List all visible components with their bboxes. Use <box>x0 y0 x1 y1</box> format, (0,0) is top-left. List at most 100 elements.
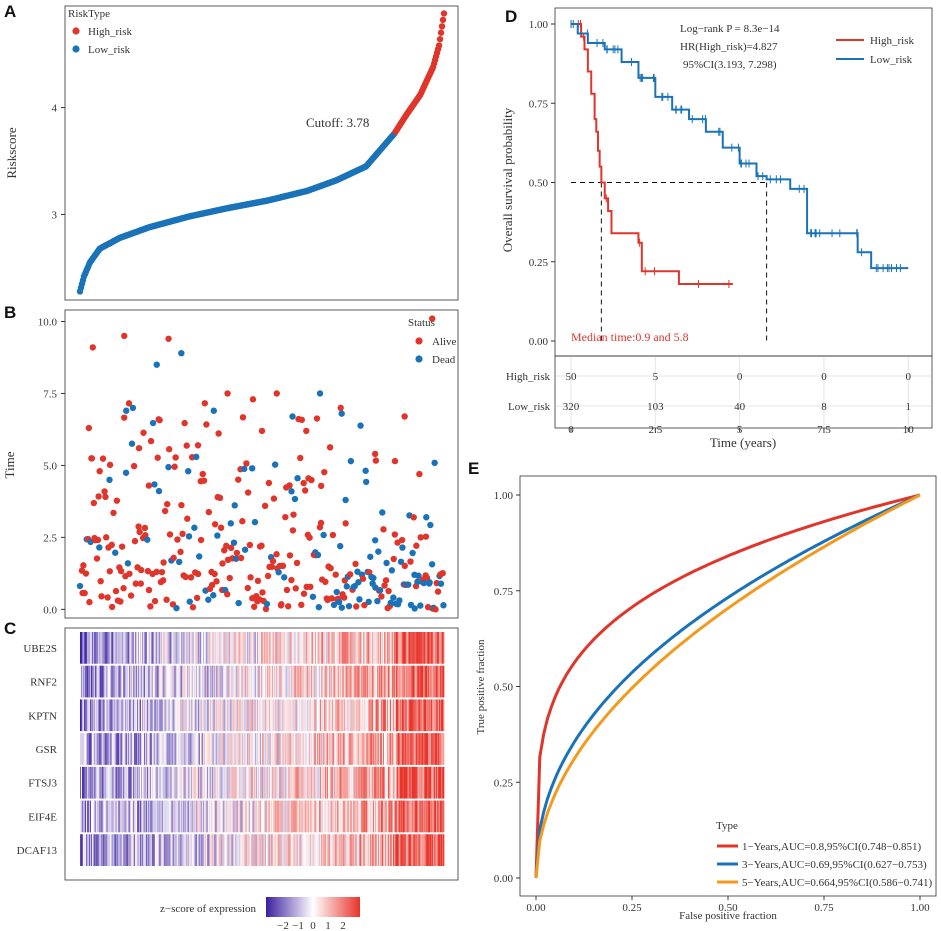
heatmap-cell <box>382 632 384 664</box>
heatmap-cell <box>418 834 420 866</box>
risk-table-cell: 320 <box>563 401 580 413</box>
heatmap-cell <box>299 699 301 732</box>
heatmap-cell <box>350 766 352 799</box>
heatmap-cell <box>178 800 180 833</box>
heatmap-cell <box>302 733 304 765</box>
heatmap-cell <box>88 834 91 866</box>
heatmap-cell <box>329 632 332 664</box>
heatmap-cell <box>364 800 366 833</box>
heatmap-cell <box>422 733 424 765</box>
heatmap-cell <box>393 665 396 698</box>
heatmap-cell <box>251 733 253 765</box>
heatmap-cell <box>266 632 269 664</box>
heatmap-cell <box>316 699 318 732</box>
alive-point <box>342 520 349 527</box>
heatmap-cell <box>196 733 198 765</box>
heatmap-cell <box>315 699 317 732</box>
heatmap-cell <box>247 766 249 799</box>
alive-point <box>258 542 265 549</box>
heatmap-cell <box>235 733 237 765</box>
heatmap-cell <box>366 733 368 765</box>
heatmap-cell <box>163 766 165 799</box>
heatmap-cell <box>93 800 96 833</box>
heatmap-cell <box>304 665 306 698</box>
heatmap-cell <box>81 699 84 732</box>
heatmap-cell <box>301 733 303 765</box>
heatmap-cell <box>384 733 387 765</box>
heatmap-cell <box>153 834 156 866</box>
heatmap-cell <box>240 665 242 698</box>
heatmap-cell <box>139 665 141 698</box>
heatmap-cell <box>354 766 356 799</box>
heatmap-cell <box>407 699 409 732</box>
heatmap-cell <box>315 766 317 799</box>
heatmap-cell <box>254 699 256 732</box>
heatmap-cell <box>359 800 361 833</box>
heatmap-cell <box>318 699 320 732</box>
heatmap-cell <box>146 632 149 664</box>
heatmap-cell <box>246 733 248 765</box>
heatmap-cell <box>433 665 435 698</box>
heatmap-cell <box>309 699 311 732</box>
heatmap-cell <box>150 733 153 765</box>
heatmap-cell <box>398 733 401 765</box>
heatmap-cell <box>357 834 359 866</box>
heatmap-cell <box>290 800 292 833</box>
heatmap-cell <box>367 800 369 833</box>
heatmap-cell <box>182 766 184 799</box>
heatmap-cell <box>135 733 137 765</box>
heatmap-cell <box>432 699 434 732</box>
heatmap-cell <box>308 665 310 698</box>
heatmap-cell <box>100 834 102 866</box>
heatmap-cell <box>271 665 274 698</box>
heatmap-cell <box>373 800 375 833</box>
heatmap-cell <box>172 800 174 833</box>
heatmap-cell <box>153 733 156 765</box>
heatmap-cell <box>178 699 180 732</box>
heatmap-cell <box>443 733 445 765</box>
heatmap-cell <box>288 632 290 664</box>
alive-point <box>239 518 246 525</box>
heatmap-cell <box>318 834 320 866</box>
heatmap-cell <box>296 733 298 765</box>
heatmap-cell <box>366 766 368 799</box>
heatmap-cell <box>238 766 240 799</box>
heatmap-cell <box>361 834 363 866</box>
heatmap-cell <box>255 766 257 799</box>
alive-point <box>227 544 235 552</box>
heatmap-cell <box>349 699 351 732</box>
heatmap-cell <box>358 699 360 732</box>
heatmap-cell <box>150 766 153 799</box>
heatmap-cell <box>373 733 375 765</box>
heatmap-cell <box>269 699 272 732</box>
heatmap-cell <box>438 766 440 799</box>
panel-b-frame <box>64 309 459 619</box>
alive-point <box>166 531 174 538</box>
heatmap-cell <box>192 834 194 866</box>
dead-point <box>367 553 374 560</box>
heatmap-cell <box>203 665 206 698</box>
heatmap-cell <box>417 834 419 866</box>
heatmap-cell <box>303 834 305 866</box>
heatmap-cell <box>281 699 284 732</box>
heatmap-cell <box>302 665 304 698</box>
dead-point <box>263 600 271 608</box>
heatmap-cell <box>256 632 258 664</box>
heatmap-cell <box>421 800 423 833</box>
heatmap-cell <box>295 665 297 698</box>
heatmap-cell <box>206 834 209 866</box>
heatmap-cell <box>80 665 82 698</box>
heatmap-cell <box>85 632 88 664</box>
heatmap-cell <box>232 632 234 664</box>
heatmap-cell <box>208 800 211 833</box>
heatmap-cell <box>332 834 335 866</box>
alive-point <box>226 574 233 582</box>
heatmap-cell <box>323 766 326 799</box>
heatmap-cell <box>203 699 206 732</box>
heatmap-cell <box>413 800 415 833</box>
heatmap-cell <box>201 766 203 799</box>
heatmap-cell <box>205 800 208 833</box>
heatmap-cell <box>406 665 408 698</box>
heatmap-cell <box>309 800 311 833</box>
heatmap-cell <box>316 733 318 765</box>
